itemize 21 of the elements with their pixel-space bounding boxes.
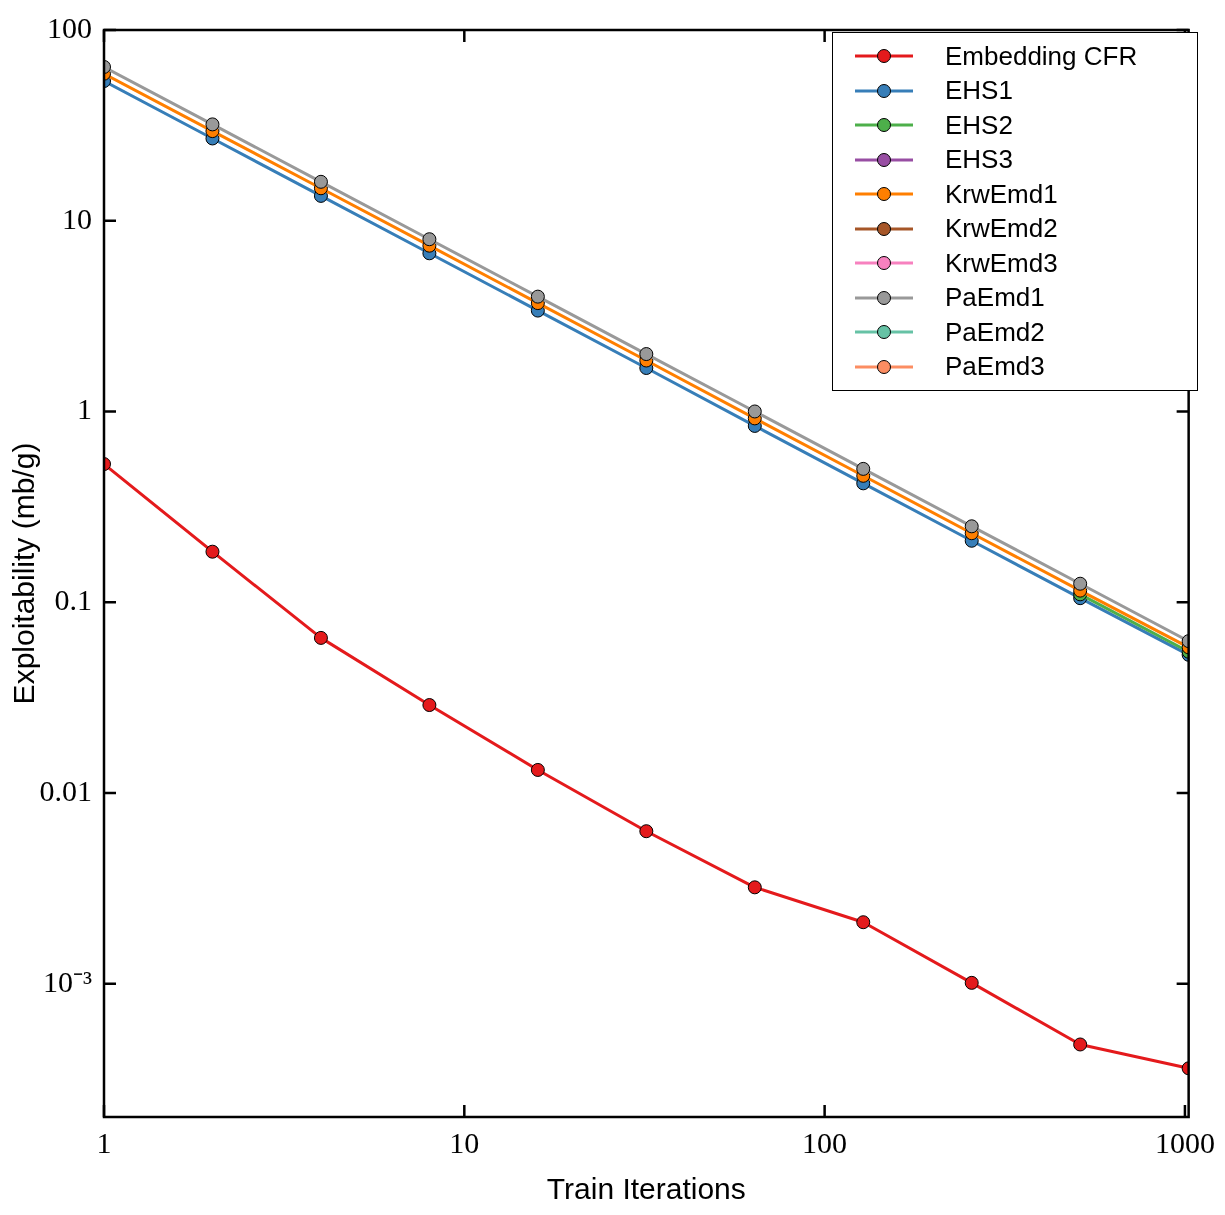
- legend-label: EHS2: [945, 109, 1013, 141]
- y-tick-label: 0.01: [39, 773, 92, 807]
- legend-label: KrwEmd3: [945, 247, 1058, 279]
- legend-label: PaEmd3: [945, 351, 1045, 383]
- legend-label: PaEmd2: [945, 316, 1045, 348]
- legend-label: EHS3: [945, 144, 1013, 176]
- legend-label: EHS1: [945, 75, 1013, 107]
- legend-label: PaEmd1: [945, 282, 1045, 314]
- legend-label: KrwEmd1: [945, 178, 1058, 210]
- x-tick-label: 10: [449, 1125, 480, 1159]
- y-axis-title: Exploitability (mb/g): [7, 442, 41, 705]
- x-tick-label: 100: [802, 1125, 848, 1159]
- y-tick-label: 100: [47, 10, 92, 44]
- y-tick-label: 1: [77, 392, 92, 426]
- y-tick-label: 10⁻³: [43, 964, 92, 998]
- legend-label: KrwEmd2: [945, 213, 1058, 245]
- y-tick-label: 10: [62, 201, 92, 235]
- x-axis-title: Train Iterations: [546, 1172, 746, 1206]
- legend-label: Embedding CFR: [945, 40, 1138, 72]
- x-tick-label: 1000: [1154, 1125, 1215, 1159]
- y-tick-label: 0.1: [54, 583, 92, 617]
